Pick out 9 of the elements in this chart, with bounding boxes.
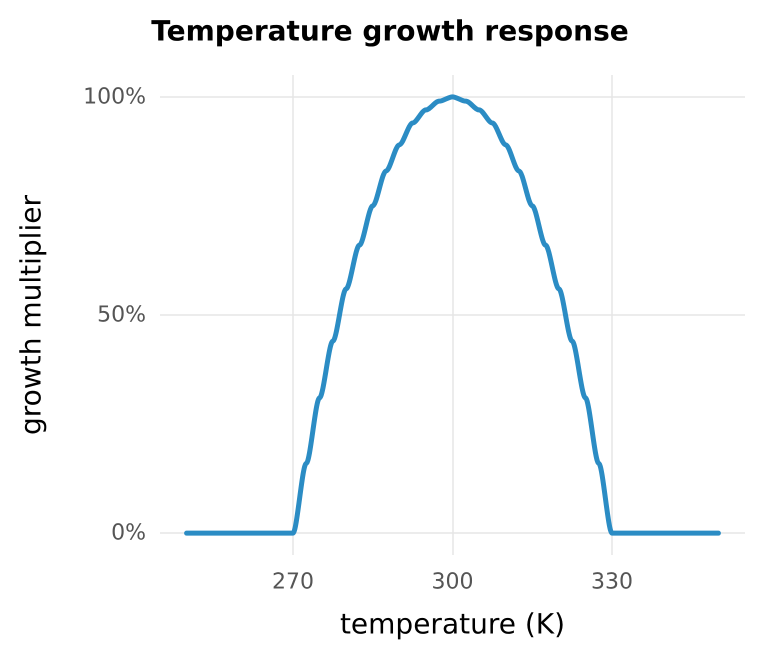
x-axis-title: temperature (K) xyxy=(340,608,566,640)
x-tick-label: 330 xyxy=(591,570,634,594)
chart-title: Temperature growth response xyxy=(151,14,629,48)
y-tick-label: 50% xyxy=(97,302,146,328)
x-tick-label: 300 xyxy=(432,570,474,594)
y-axis-title: growth multiplier xyxy=(14,194,48,435)
x-tick-label: 270 xyxy=(272,570,314,594)
y-tick-label: 0% xyxy=(111,520,146,546)
y-tick-label: 100% xyxy=(83,84,146,110)
